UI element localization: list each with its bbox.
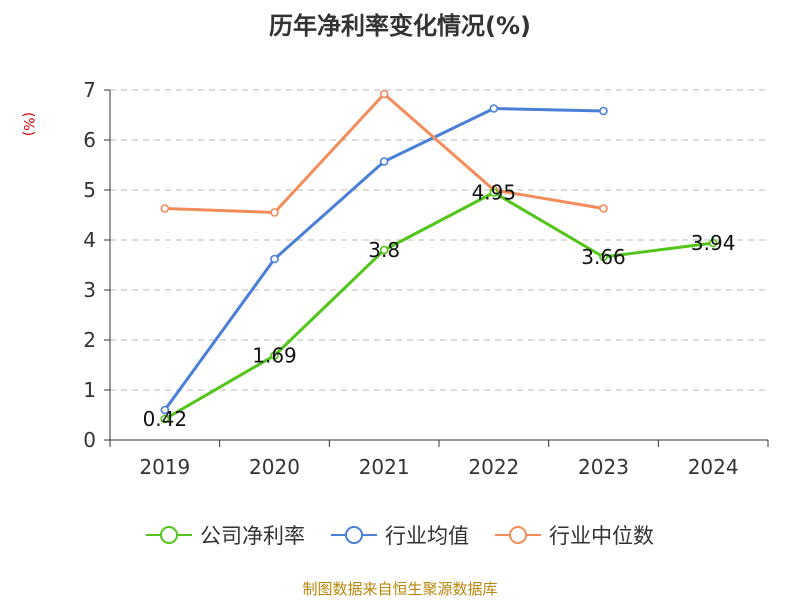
data-point xyxy=(489,188,499,197)
data-label: 0.42 xyxy=(143,407,188,431)
legend: 公司净利率 行业均值 行业中位数 xyxy=(0,520,800,550)
legend-marker-industry-median xyxy=(495,526,541,544)
data-point xyxy=(379,157,389,166)
legend-label-industry-median: 行业中位数 xyxy=(549,524,654,548)
legend-item-company[interactable]: 公司净利率 xyxy=(146,520,305,550)
data-labels: 0.42 1.69 3.8 4.95 3.66 3.94 xyxy=(143,181,736,432)
legend-label-industry-mean: 行业均值 xyxy=(385,524,469,548)
data-label: 3.8 xyxy=(368,238,400,262)
series-line-0 xyxy=(164,191,714,421)
y-tick-label: 6 xyxy=(83,128,96,152)
series-lines xyxy=(160,89,718,424)
data-point xyxy=(270,351,279,360)
x-tick-label: 2023 xyxy=(578,455,629,479)
y-tick-label: 0 xyxy=(83,428,96,452)
legend-marker-industry-mean xyxy=(331,526,377,544)
data-point xyxy=(160,405,170,415)
data-label: 3.66 xyxy=(581,245,626,269)
y-tick-label: 5 xyxy=(83,178,96,202)
data-point xyxy=(599,252,608,262)
x-tick-label: 2021 xyxy=(359,455,410,479)
data-point xyxy=(379,245,389,255)
series-line-2 xyxy=(164,92,604,214)
x-tick-label: 2024 xyxy=(688,455,739,479)
y-tick-label: 4 xyxy=(83,228,96,252)
data-label: 1.69 xyxy=(252,344,297,368)
axes: 0 1 2 3 4 5 6 7 2019 2020 2021 2022 2023 2024 xyxy=(83,78,769,479)
x-tick-label: 2020 xyxy=(249,455,300,479)
data-point xyxy=(489,104,499,113)
data-point xyxy=(599,106,608,116)
legend-item-industry-mean[interactable]: 行业均值 xyxy=(331,520,469,550)
data-label: 3.94 xyxy=(691,231,736,255)
y-tick-label: 7 xyxy=(83,78,96,102)
data-point xyxy=(708,238,718,248)
y-tick-label: 1 xyxy=(83,378,96,402)
data-point xyxy=(270,208,279,217)
data-point xyxy=(160,414,170,424)
legend-label-company: 公司净利率 xyxy=(200,524,305,548)
data-label: 4.95 xyxy=(472,181,517,205)
x-tick-label: 2022 xyxy=(468,455,519,479)
data-point xyxy=(599,204,608,213)
source-note: 制图数据来自恒生聚源数据库 xyxy=(302,580,498,598)
chart-title: 历年净利率变化情况(%) xyxy=(269,12,531,40)
data-point xyxy=(379,89,389,99)
line-chart: 0 1 2 3 4 5 6 7 2019 2020 2021 2022 2023 2024 0.42 1.6… xyxy=(83,78,769,479)
y-tick-label: 2 xyxy=(83,328,96,352)
legend-marker-company xyxy=(146,526,192,544)
y-tick-label: 3 xyxy=(83,278,96,302)
data-point xyxy=(270,254,279,264)
legend-item-industry-median[interactable]: 行业中位数 xyxy=(495,520,654,550)
data-point xyxy=(160,204,170,213)
x-tick-label: 2019 xyxy=(139,455,190,479)
